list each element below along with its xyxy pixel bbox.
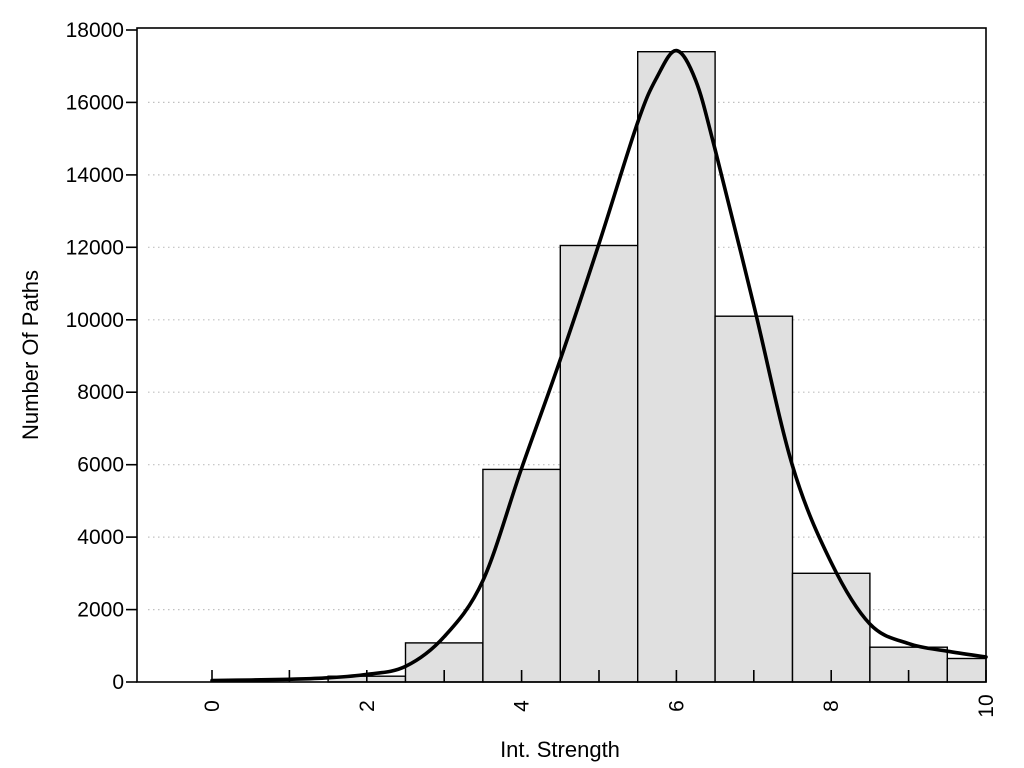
- y-tick-label: 16000: [66, 91, 124, 114]
- histogram-bar: [559, 244, 639, 683]
- density-curve-layer: [210, 48, 988, 683]
- x-axis-title: Int. Strength: [500, 737, 620, 762]
- y-tick-label: 0: [112, 671, 124, 694]
- y-tick-label: 18000: [66, 19, 124, 42]
- density-curve: [210, 48, 988, 683]
- histogram-bar: [714, 315, 794, 683]
- histogram-bar: [791, 572, 871, 683]
- histogram-bar: [482, 468, 561, 683]
- x-tick-label: 4: [511, 700, 534, 712]
- x-tick-label: 2: [356, 700, 379, 712]
- axis-layer: [126, 27, 987, 683]
- y-tick-label: 6000: [77, 454, 124, 477]
- y-tick-label: 10000: [66, 309, 124, 332]
- tick-label-layer: 0 2000 4000 6000 8000 10000 12000 14000 16000 180…: [66, 19, 998, 718]
- histogram-bars: [327, 51, 987, 683]
- histogram-bar: [637, 51, 716, 683]
- x-tick-label: 8: [820, 700, 843, 712]
- y-tick-label: 14000: [66, 164, 124, 187]
- y-tick-label: 12000: [66, 236, 124, 259]
- x-tick-label: 10: [975, 694, 998, 717]
- y-axis-title: Number Of Paths: [18, 270, 43, 440]
- plot-border: [136, 27, 987, 683]
- x-tick-label: 0: [201, 700, 224, 712]
- histogram-bar: [946, 657, 987, 683]
- y-tick-label: 2000: [77, 599, 124, 622]
- x-tick-label: 6: [665, 700, 688, 712]
- y-tick-label: 4000: [77, 526, 124, 549]
- y-tick-label: 8000: [77, 381, 124, 404]
